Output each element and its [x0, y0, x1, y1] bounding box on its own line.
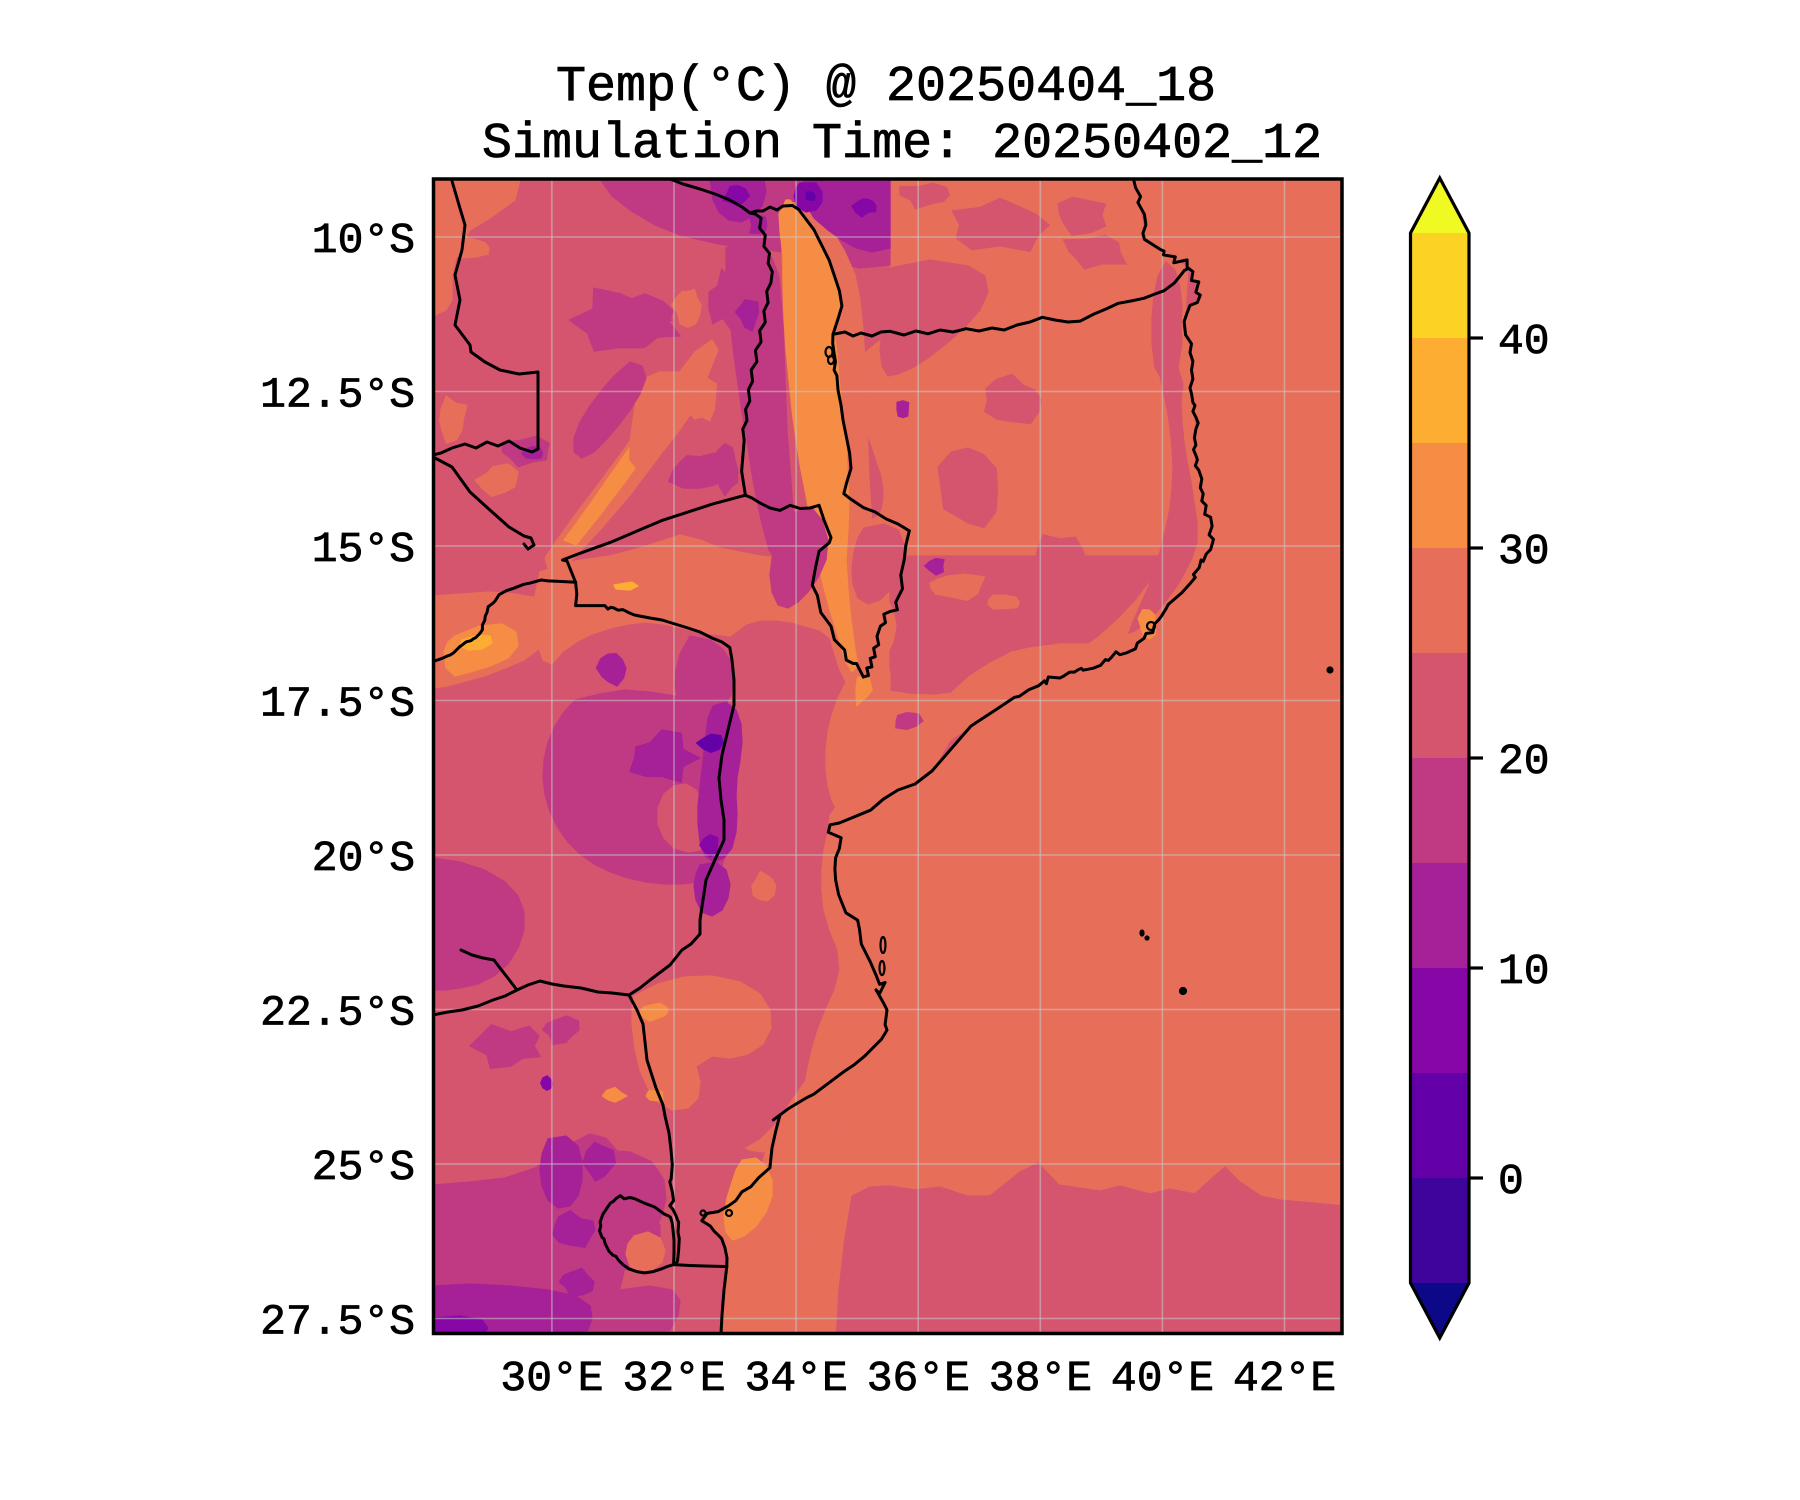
- svg-text:22.5°S: 22.5°S: [260, 989, 415, 1038]
- svg-text:40: 40: [1498, 317, 1550, 366]
- svg-text:10°S: 10°S: [312, 216, 415, 265]
- svg-text:Temp(°C) @ 20250404_18: Temp(°C) @ 20250404_18: [556, 59, 1216, 116]
- svg-text:15°S: 15°S: [312, 525, 415, 574]
- svg-text:38°E: 38°E: [989, 1354, 1092, 1403]
- svg-text:17.5°S: 17.5°S: [260, 680, 415, 729]
- svg-text:20°S: 20°S: [312, 834, 415, 883]
- svg-text:40°E: 40°E: [1111, 1354, 1214, 1403]
- svg-text:42°E: 42°E: [1233, 1354, 1336, 1403]
- svg-text:10: 10: [1498, 947, 1550, 996]
- svg-text:36°E: 36°E: [867, 1354, 970, 1403]
- svg-text:30°E: 30°E: [500, 1354, 603, 1403]
- svg-text:34°E: 34°E: [745, 1354, 848, 1403]
- svg-text:20: 20: [1498, 737, 1550, 786]
- svg-text:27.5°S: 27.5°S: [260, 1298, 415, 1347]
- svg-text:32°E: 32°E: [622, 1354, 725, 1403]
- svg-text:12.5°S: 12.5°S: [260, 371, 415, 420]
- svg-text:Simulation Time: 20250402_12: Simulation Time: 20250402_12: [482, 116, 1322, 173]
- svg-text:25°S: 25°S: [312, 1143, 415, 1192]
- svg-text:0: 0: [1498, 1157, 1524, 1206]
- svg-text:30: 30: [1498, 527, 1550, 576]
